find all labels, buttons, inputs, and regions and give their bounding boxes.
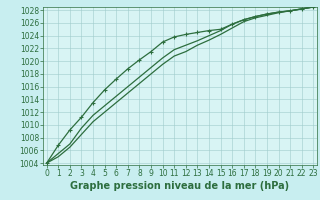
X-axis label: Graphe pression niveau de la mer (hPa): Graphe pression niveau de la mer (hPa) <box>70 181 290 191</box>
